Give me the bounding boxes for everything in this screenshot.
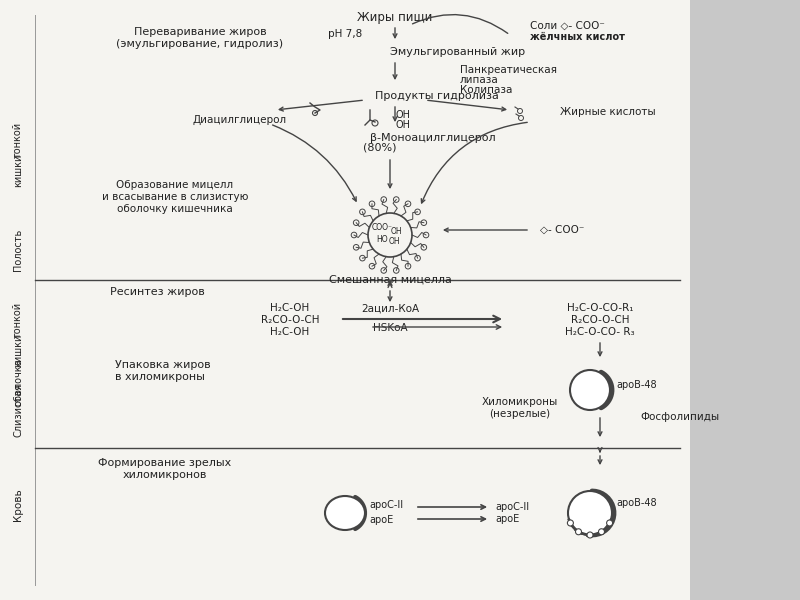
Text: кишки: кишки	[13, 154, 23, 187]
Text: Образование мицелл: Образование мицелл	[117, 180, 234, 190]
Text: Полость: Полость	[13, 229, 23, 271]
Circle shape	[598, 529, 605, 535]
Text: Формирование зрелых: Формирование зрелых	[98, 458, 232, 468]
Circle shape	[567, 520, 574, 526]
Text: apoЕ: apoЕ	[495, 514, 519, 524]
Text: Жиры пищи: Жиры пищи	[358, 11, 433, 25]
Text: H₂C-O-CO-R₁: H₂C-O-CO-R₁	[566, 303, 634, 313]
Text: Ресинтез жиров: Ресинтез жиров	[110, 287, 205, 297]
Text: R₂CO-O-CH: R₂CO-O-CH	[261, 315, 319, 325]
Text: липаза: липаза	[460, 75, 498, 85]
Text: ◇- COO⁻: ◇- COO⁻	[540, 225, 584, 235]
Text: H₂C-OH: H₂C-OH	[270, 303, 310, 313]
Text: Переваривание жиров: Переваривание жиров	[134, 27, 266, 37]
Ellipse shape	[325, 496, 365, 530]
Text: β-Моноацилглицерол: β-Моноацилглицерол	[370, 133, 496, 143]
Text: H₂C-OH: H₂C-OH	[270, 327, 310, 337]
Text: оболочка: оболочка	[13, 358, 23, 406]
Text: pH 7,8: pH 7,8	[328, 29, 362, 39]
Text: Жирные кислоты: Жирные кислоты	[560, 107, 656, 117]
Text: ТАГ: ТАГ	[578, 385, 602, 395]
Text: Смешанная мицелла: Смешанная мицелла	[329, 275, 451, 285]
Text: кишки: кишки	[13, 334, 23, 367]
Text: оболочку кишечника: оболочку кишечника	[117, 204, 233, 214]
Text: (незрелые): (незрелые)	[490, 409, 550, 419]
Text: COO⁻: COO⁻	[371, 223, 393, 232]
Circle shape	[587, 532, 593, 538]
Text: apoC-II: apoC-II	[369, 500, 403, 510]
Text: HO: HO	[376, 235, 388, 244]
Text: Фосфолипиды: Фосфолипиды	[640, 412, 719, 422]
Text: Продукты гидролиза: Продукты гидролиза	[375, 91, 499, 101]
Text: apoB-48: apoB-48	[616, 498, 657, 508]
Text: OH: OH	[390, 227, 402, 236]
Text: OH: OH	[395, 110, 410, 120]
Text: Хиломикроны: Хиломикроны	[482, 397, 558, 407]
Circle shape	[606, 520, 613, 526]
Circle shape	[570, 370, 610, 410]
Circle shape	[575, 529, 582, 535]
Text: Соли ◇- COO⁻: Соли ◇- COO⁻	[530, 21, 605, 31]
Text: Упаковка жиров: Упаковка жиров	[115, 360, 210, 370]
FancyBboxPatch shape	[0, 0, 690, 600]
Text: HSKоA: HSKоA	[373, 323, 407, 333]
Text: Слизистая: Слизистая	[13, 383, 23, 437]
Text: хиломикронов: хиломикронов	[123, 470, 207, 480]
Text: Панкреатическая: Панкреатическая	[460, 65, 557, 75]
FancyBboxPatch shape	[690, 0, 800, 600]
Text: apoB-48: apoB-48	[616, 380, 657, 390]
Text: Диацилглицерол: Диацилглицерол	[193, 115, 287, 125]
Text: 2ацил-КоА: 2ацил-КоА	[361, 304, 419, 314]
Text: жёлчных кислот: жёлчных кислот	[530, 32, 625, 42]
Text: и всасывание в слизистую: и всасывание в слизистую	[102, 192, 248, 202]
Text: H₂C-O-CO- R₃: H₂C-O-CO- R₃	[565, 327, 635, 337]
Text: Кровь: Кровь	[13, 488, 23, 521]
Text: тонкой: тонкой	[13, 302, 23, 338]
Text: (эмульгирование, гидролиз): (эмульгирование, гидролиз)	[117, 39, 283, 49]
Text: Колипаза: Колипаза	[460, 85, 512, 95]
Text: apoC-II: apoC-II	[495, 502, 529, 512]
Text: Эмульгированный жир: Эмульгированный жир	[390, 47, 525, 57]
Text: OH: OH	[388, 236, 400, 245]
Text: в хиломикроны: в хиломикроны	[115, 372, 205, 382]
Text: ТАГ: ТАГ	[578, 508, 602, 518]
Text: (80%): (80%)	[363, 143, 397, 153]
Circle shape	[568, 491, 612, 535]
Text: apoЕ: apoЕ	[369, 515, 394, 525]
Text: OH: OH	[395, 120, 410, 130]
Text: тонкой: тонкой	[13, 122, 23, 158]
Text: R₂CO-O-CH: R₂CO-O-CH	[570, 315, 630, 325]
Text: ЛВП: ЛВП	[331, 508, 358, 518]
